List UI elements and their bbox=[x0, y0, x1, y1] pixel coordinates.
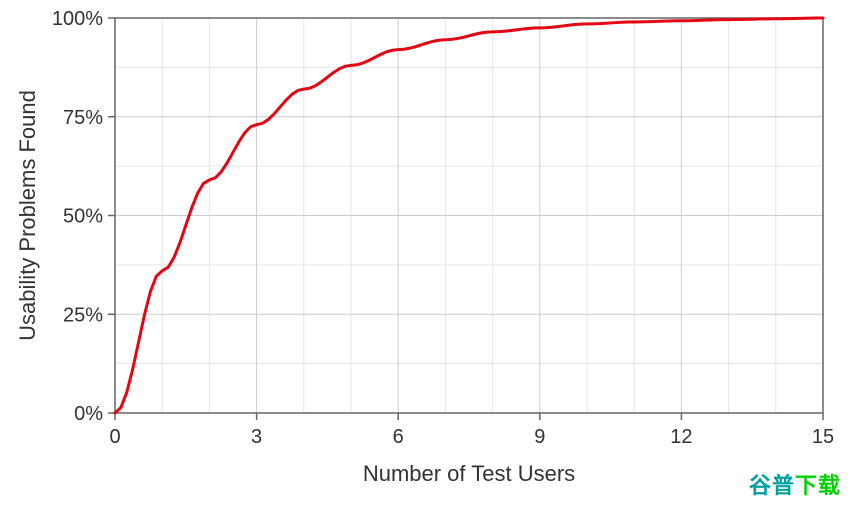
watermark-part-2: 下载 bbox=[795, 473, 841, 498]
y-tick-label: 50% bbox=[63, 206, 103, 228]
chart-svg: 0 3 6 9 12 15 0% 25% 50% 75% 100% Number of Test Us… bbox=[0, 0, 861, 512]
y-axis-label: Usability Problems Found bbox=[15, 90, 40, 341]
x-tick-label: 6 bbox=[393, 426, 404, 448]
y-tick-label: 100% bbox=[52, 8, 103, 30]
x-tick-label: 0 bbox=[109, 426, 120, 448]
x-tick-label: 12 bbox=[670, 426, 692, 448]
x-axis-label: Number of Test Users bbox=[363, 461, 575, 486]
usability-chart: 0 3 6 9 12 15 0% 25% 50% 75% 100% Number of Test Us… bbox=[0, 0, 861, 512]
x-tick-label: 9 bbox=[534, 426, 545, 448]
y-tick-label: 75% bbox=[63, 107, 103, 129]
y-tick-label: 25% bbox=[63, 304, 103, 326]
y-tick-label: 0% bbox=[74, 403, 103, 425]
x-tick-label: 3 bbox=[251, 426, 262, 448]
watermark: 谷普下载 bbox=[749, 468, 841, 500]
watermark-part-1: 谷普 bbox=[749, 473, 795, 498]
x-tick-label: 15 bbox=[812, 426, 834, 448]
